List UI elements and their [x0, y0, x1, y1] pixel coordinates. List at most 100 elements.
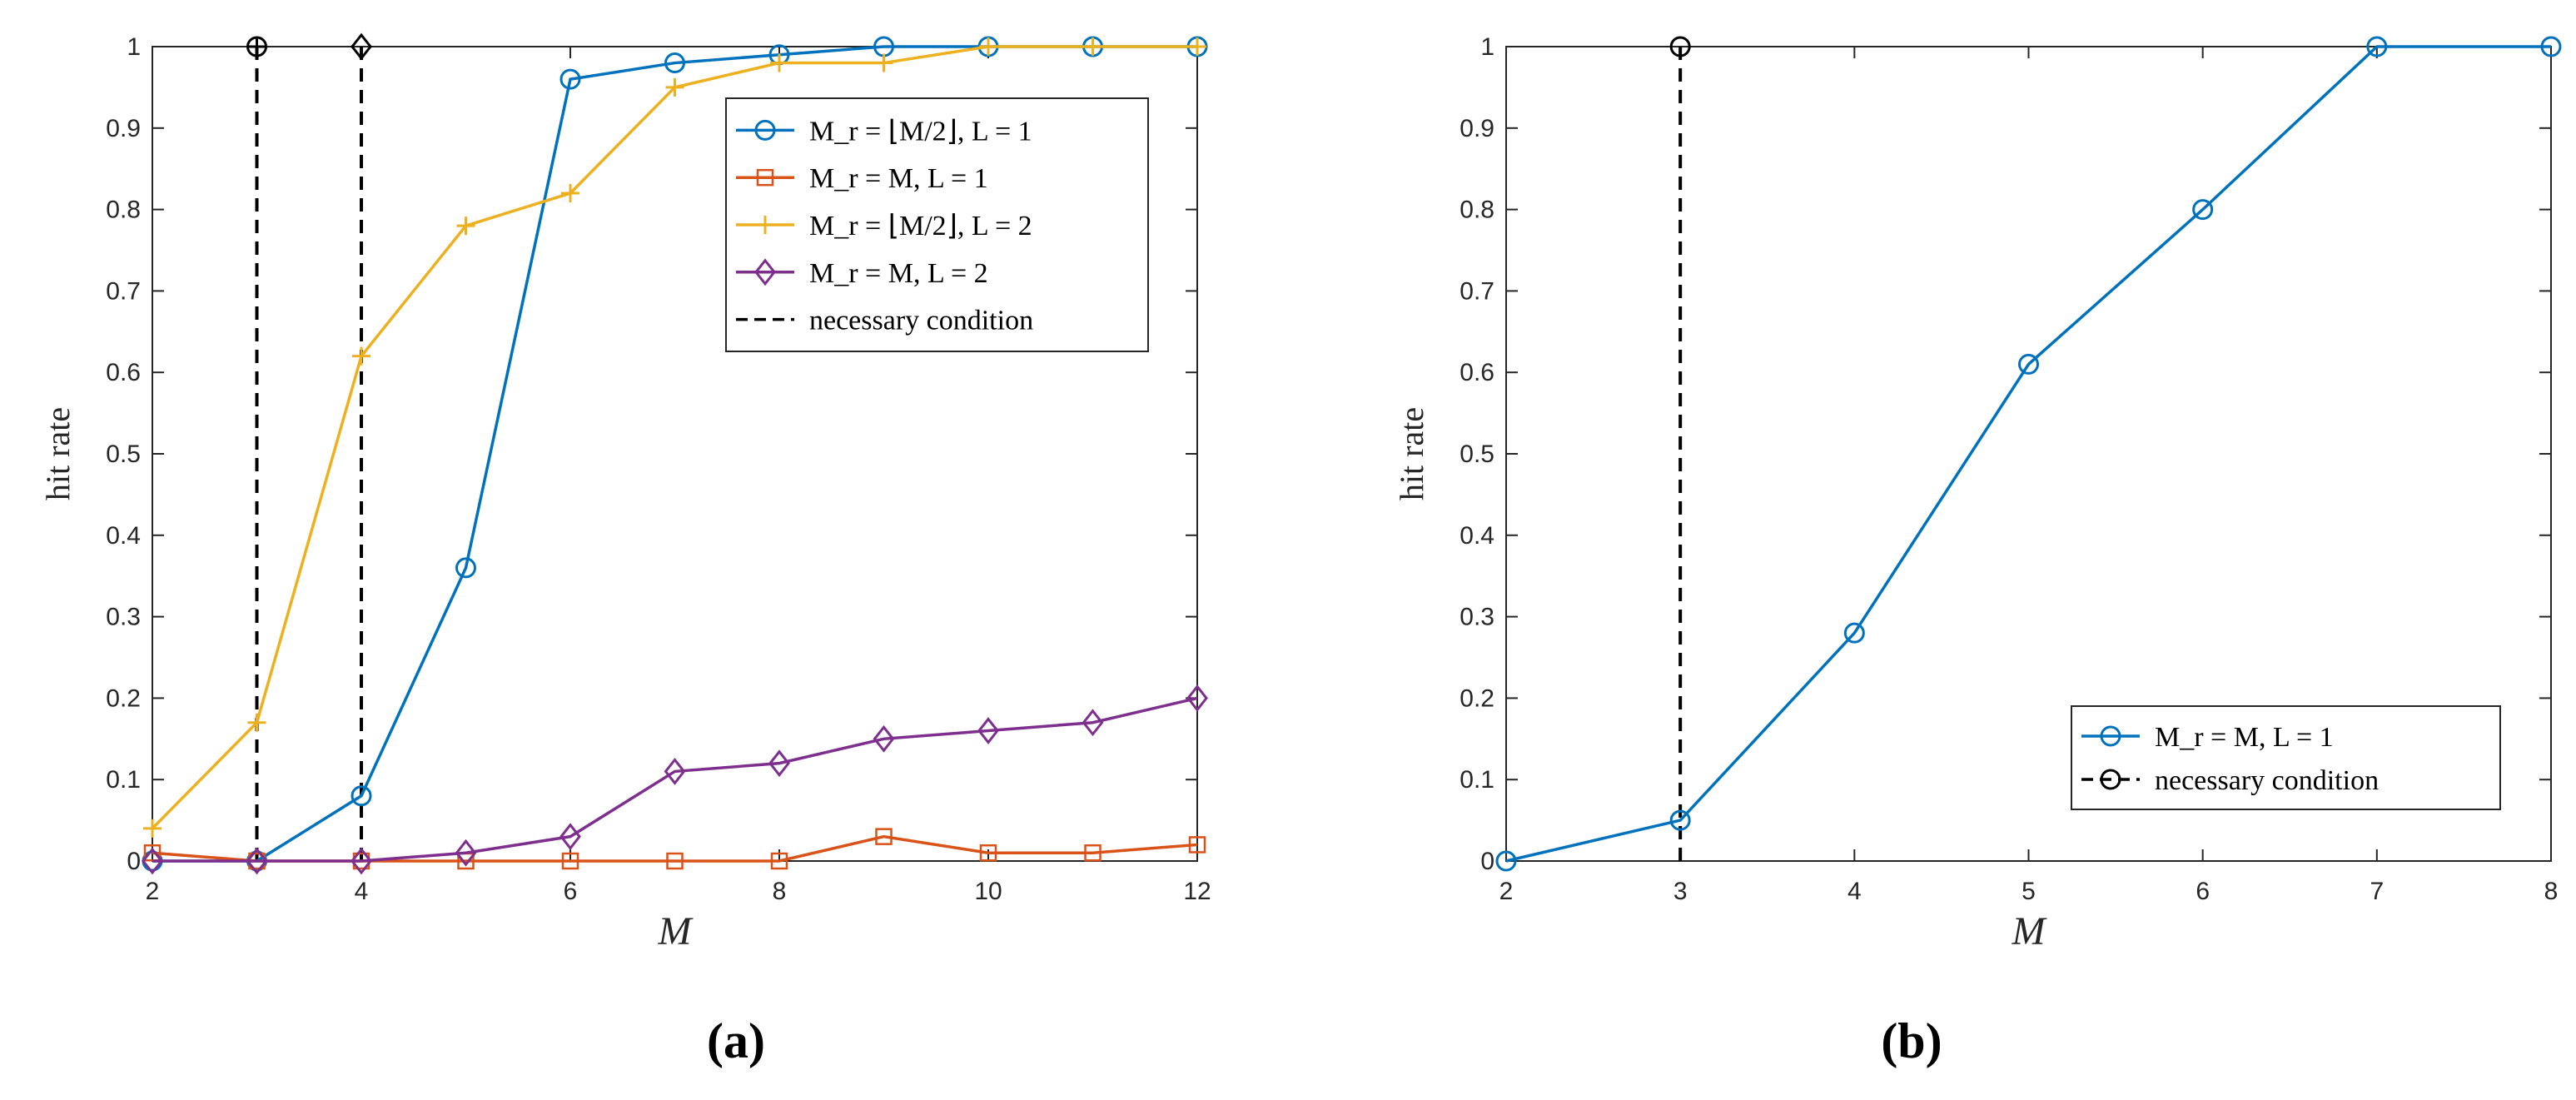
necessary-condition-marker	[1669, 36, 1691, 57]
x-tick-label: 5	[2022, 878, 2036, 905]
y-tick-label: 0.3	[106, 604, 141, 631]
x-tick-label: 8	[773, 878, 787, 905]
y-tick-label: 0.8	[106, 197, 141, 224]
series-0-point	[351, 785, 372, 807]
y-tick-label: 0.9	[106, 115, 141, 142]
series-1-point	[875, 828, 893, 845]
necessary-condition-marker	[351, 32, 372, 61]
series-3-point	[1186, 684, 1208, 712]
y-tick-label: 0.1	[106, 766, 141, 794]
x-axis-label: M	[658, 909, 694, 953]
series-0-point	[1843, 622, 1865, 644]
series-3-point	[142, 847, 163, 875]
legend-swatch-marker	[756, 216, 774, 234]
series-2-point	[247, 713, 266, 732]
legend-label: M_r = M, L = 2	[809, 258, 988, 289]
series-2-point	[1188, 37, 1206, 56]
y-tick-label: 0.2	[1460, 684, 1494, 712]
y-tick-label: 0.3	[1460, 604, 1494, 631]
legend-swatch-marker	[2100, 769, 2121, 790]
y-tick-label: 0.5	[1460, 440, 1494, 468]
legend-swatch-marker	[754, 119, 776, 141]
series-2-point	[143, 819, 162, 838]
x-tick-label: 4	[1847, 878, 1862, 905]
series-3-point	[977, 717, 999, 744]
series-0-point	[1495, 850, 1517, 872]
series-1-point	[770, 852, 788, 870]
series-3-point	[873, 724, 895, 753]
y-tick-label: 0.8	[1460, 197, 1494, 224]
series-0-point	[2018, 353, 2039, 375]
series-1-point	[979, 844, 997, 862]
series-2-point	[561, 184, 579, 203]
x-tick-label: 2	[146, 878, 160, 905]
series-3-point	[351, 847, 372, 875]
legend-label: necessary condition	[2155, 765, 2379, 796]
x-tick-label: 6	[2196, 878, 2210, 905]
y-tick-label: 0	[1480, 848, 1494, 875]
legend-box	[725, 97, 1149, 352]
y-tick-label: 0.9	[1460, 115, 1494, 142]
x-tick-label: 8	[2544, 878, 2559, 905]
x-tick-label: 10	[974, 878, 1002, 905]
series-2-point	[979, 37, 997, 56]
series-1-point	[666, 852, 684, 870]
series-1-point	[561, 852, 579, 870]
x-tick-label: 12	[1183, 878, 1211, 905]
series-1-point	[1188, 836, 1206, 854]
x-tick-label: 4	[355, 878, 369, 905]
legend-swatch-marker	[756, 168, 774, 187]
y-tick-label: 0.4	[1460, 522, 1494, 550]
legend-swatch-marker	[754, 258, 776, 286]
x-tick-label: 6	[564, 878, 578, 905]
series-3-point	[559, 823, 581, 851]
panel-a-chart: 00.10.20.30.40.50.60.70.80.912 4 6 8 10 12Mhi…	[39, 32, 1211, 1068]
legend-label: M_r = ⌊M/2⌋, L = 1	[809, 116, 1032, 147]
series-3-point	[455, 839, 477, 867]
legend-label: M_r = M, L = 1	[809, 163, 988, 194]
legend-label: M_r = ⌊M/2⌋, L = 2	[809, 211, 1032, 241]
series-3-point	[246, 847, 268, 875]
y-tick-label: 0	[127, 848, 141, 875]
series-3-point	[768, 749, 790, 778]
series-0-point	[2540, 36, 2562, 57]
panel-label: (b)	[1881, 1013, 1942, 1068]
series-2-point	[1083, 37, 1102, 56]
series-line-3	[152, 696, 1198, 863]
series-2-point	[874, 53, 893, 72]
panel-b-chart: 0 0.1 0.2 0.3 0.4 0.5 0.6 0.7 0.8 0.9 1 2 3 4 5 6 7 8 Mhit…	[1393, 33, 2562, 1068]
legend-label: M_r = M, L = 1	[2155, 722, 2334, 753]
series-3-point	[664, 757, 686, 785]
series-0-point	[2192, 199, 2214, 221]
y-tick-label: 0.1	[1460, 766, 1494, 794]
y-tick-label: 0.7	[1460, 277, 1494, 305]
y-axis-label: hit rate	[39, 407, 77, 500]
x-axis-label: M	[2012, 909, 2048, 953]
y-tick-label: 0.4	[106, 522, 141, 550]
series-0-point	[2366, 36, 2388, 57]
legend-box	[2071, 705, 2501, 810]
series-3-point	[1082, 709, 1104, 737]
panel-label: (a)	[707, 1013, 765, 1068]
y-tick-label: 0.5	[106, 440, 141, 468]
series-2-point	[770, 53, 788, 72]
x-tick-label: 3	[1673, 878, 1688, 905]
x-tick-label: 2	[1499, 878, 1514, 905]
necessary-condition-marker-cross	[247, 37, 266, 56]
series-1-point	[1084, 844, 1102, 862]
y-tick-label: 0.2	[106, 684, 141, 712]
series-0-point	[559, 68, 581, 90]
series-2-point	[352, 346, 370, 366]
y-tick-label: 0.6	[106, 359, 141, 386]
series-2-point	[665, 77, 684, 97]
y-tick-label: 0.7	[106, 277, 141, 305]
legend-swatch-marker	[2100, 725, 2121, 747]
y-tick-label: 0.6	[1460, 359, 1494, 386]
y-axis-label: hit rate	[1393, 407, 1430, 500]
y-tick-label: 1	[1480, 33, 1494, 61]
series-0-point	[664, 52, 685, 74]
legend-label: necessary condition	[809, 306, 1033, 336]
series-0-point	[1669, 809, 1691, 831]
series-2-point	[456, 217, 475, 236]
x-tick-label: 7	[2370, 878, 2384, 905]
